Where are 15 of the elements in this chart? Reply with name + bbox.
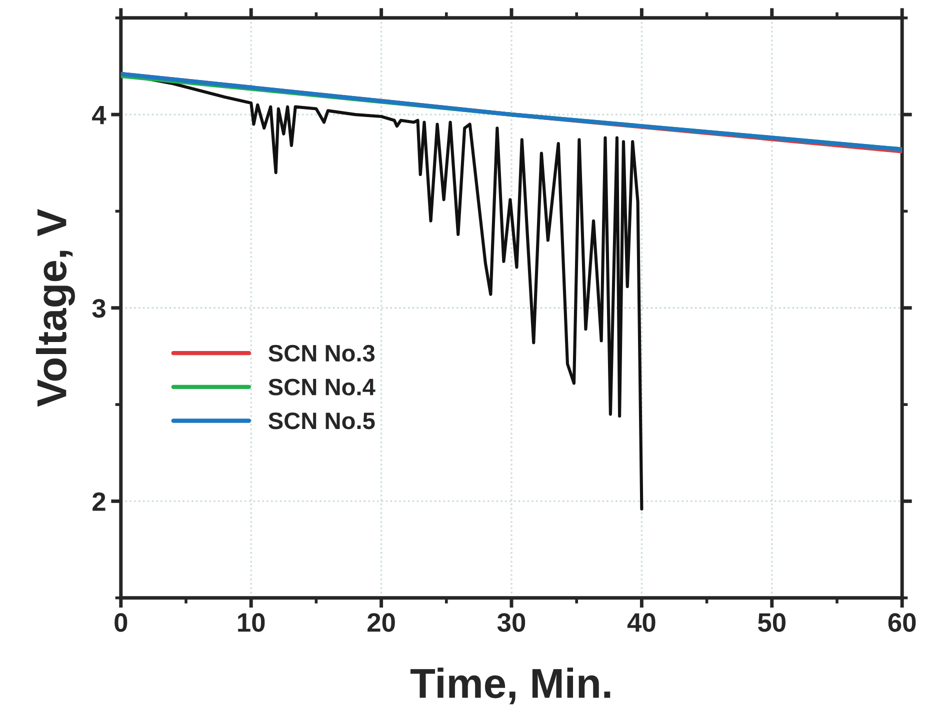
legend-label: SCN No.5 bbox=[268, 412, 375, 430]
x-tick-label: 60 bbox=[888, 613, 916, 632]
x-tick-label: 10 bbox=[238, 613, 265, 632]
x-tick-label: 40 bbox=[627, 613, 656, 632]
y-axis-title: Voltage, V bbox=[36, 208, 75, 407]
x-axis-title: Time, Min. bbox=[410, 668, 610, 704]
x-tick-label: 0 bbox=[114, 613, 128, 632]
y-tick-label: 3 bbox=[92, 299, 106, 318]
legend-label: SCN No.4 bbox=[268, 378, 376, 396]
legend-label: SCN No.3 bbox=[268, 344, 375, 362]
x-tick-label: 20 bbox=[368, 613, 395, 632]
y-tick-label: 2 bbox=[92, 492, 106, 511]
x-tick-label: 50 bbox=[758, 613, 786, 632]
y-tick-label: 4 bbox=[92, 106, 106, 124]
x-tick-label: 30 bbox=[497, 613, 526, 632]
